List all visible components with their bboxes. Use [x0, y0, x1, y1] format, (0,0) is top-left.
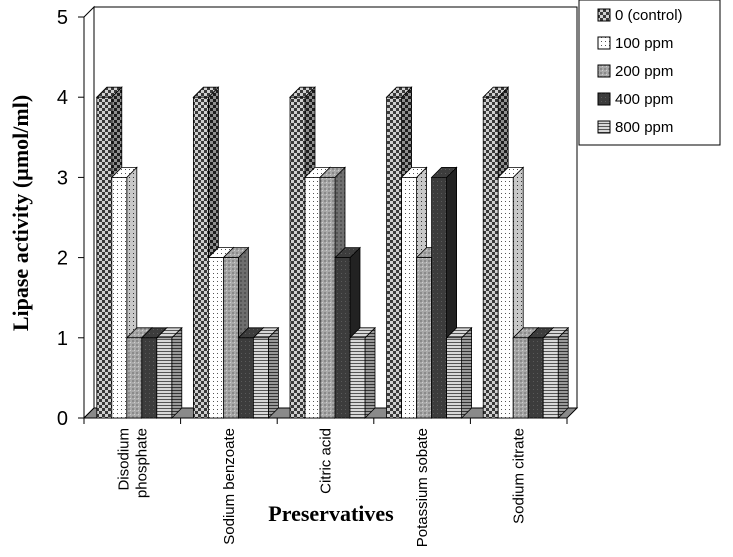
bar [155, 326, 183, 419]
legend-swatch [597, 64, 611, 78]
bar-front [289, 96, 306, 419]
bar-front [542, 337, 559, 419]
bar [445, 326, 473, 419]
bar-front [401, 176, 418, 419]
legend: 0 (control) 100 ppm 200 ppm 400 ppm 800 ppm [578, 0, 721, 146]
bar-front [512, 337, 529, 419]
bar [349, 326, 376, 419]
category-label: Sodium citrate [511, 428, 528, 524]
y-axis-title: Lipase activity (µmol/ml) [8, 95, 33, 331]
y-tick-label: 3 [57, 167, 68, 189]
bar-front [111, 176, 128, 419]
side-wall [83, 5, 95, 420]
legend-label: 100 ppm [615, 35, 673, 52]
bar-front [497, 176, 514, 419]
bar-side [364, 326, 376, 419]
x-axis-ticks [83, 418, 568, 424]
bar-side [267, 326, 279, 419]
bar-front [446, 337, 463, 419]
y-tick-label: 4 [57, 87, 68, 109]
bar-front [156, 337, 173, 419]
bar-front [252, 337, 269, 419]
legend-swatch [597, 92, 611, 106]
x-axis-title: Preservatives [268, 501, 394, 526]
y-tick-label: 5 [57, 7, 68, 29]
bar-front [386, 96, 403, 419]
bar-front [334, 257, 351, 419]
legend-swatch [597, 36, 611, 50]
bars-group [95, 86, 570, 419]
bar-front [126, 337, 143, 419]
bar-front [192, 96, 209, 419]
bar [252, 326, 280, 419]
legend-label: 0 (control) [615, 7, 683, 24]
bar-side [171, 326, 183, 419]
bar-front [222, 257, 239, 419]
bar-front [527, 337, 544, 419]
bar-front [349, 337, 366, 419]
bar-front [237, 337, 254, 419]
bar-side [461, 326, 473, 419]
y-tick-label: 0 [57, 408, 68, 430]
bar-front [431, 176, 448, 419]
y-axis-ticks: 0 1 2 3 4 5 [57, 7, 84, 430]
bar [542, 326, 570, 419]
y-tick-label: 1 [57, 328, 68, 350]
legend-label: 800 ppm [615, 119, 673, 136]
bar-front [304, 176, 321, 419]
category-label: Potassium sobate [414, 428, 431, 547]
category-label: phosphate [133, 428, 150, 498]
y-tick-label: 2 [57, 248, 68, 270]
bar-front [482, 96, 499, 419]
legend-label: 200 ppm [615, 63, 673, 80]
bar-front [141, 337, 158, 419]
legend-swatch [597, 8, 611, 22]
category-label: Citric acid [318, 428, 335, 494]
legend-label: 400 ppm [615, 91, 673, 108]
legend-swatch [597, 120, 611, 134]
bar-front [207, 257, 224, 419]
category-labels: Disodium phosphate Sodium benzoate Citric a… [115, 428, 527, 547]
bar-front [96, 96, 113, 419]
bar-side [557, 326, 569, 419]
category-label: Disodium [115, 428, 132, 491]
bar-front [416, 257, 433, 419]
bar-front [319, 176, 336, 419]
category-label: Sodium benzoate [221, 428, 238, 545]
